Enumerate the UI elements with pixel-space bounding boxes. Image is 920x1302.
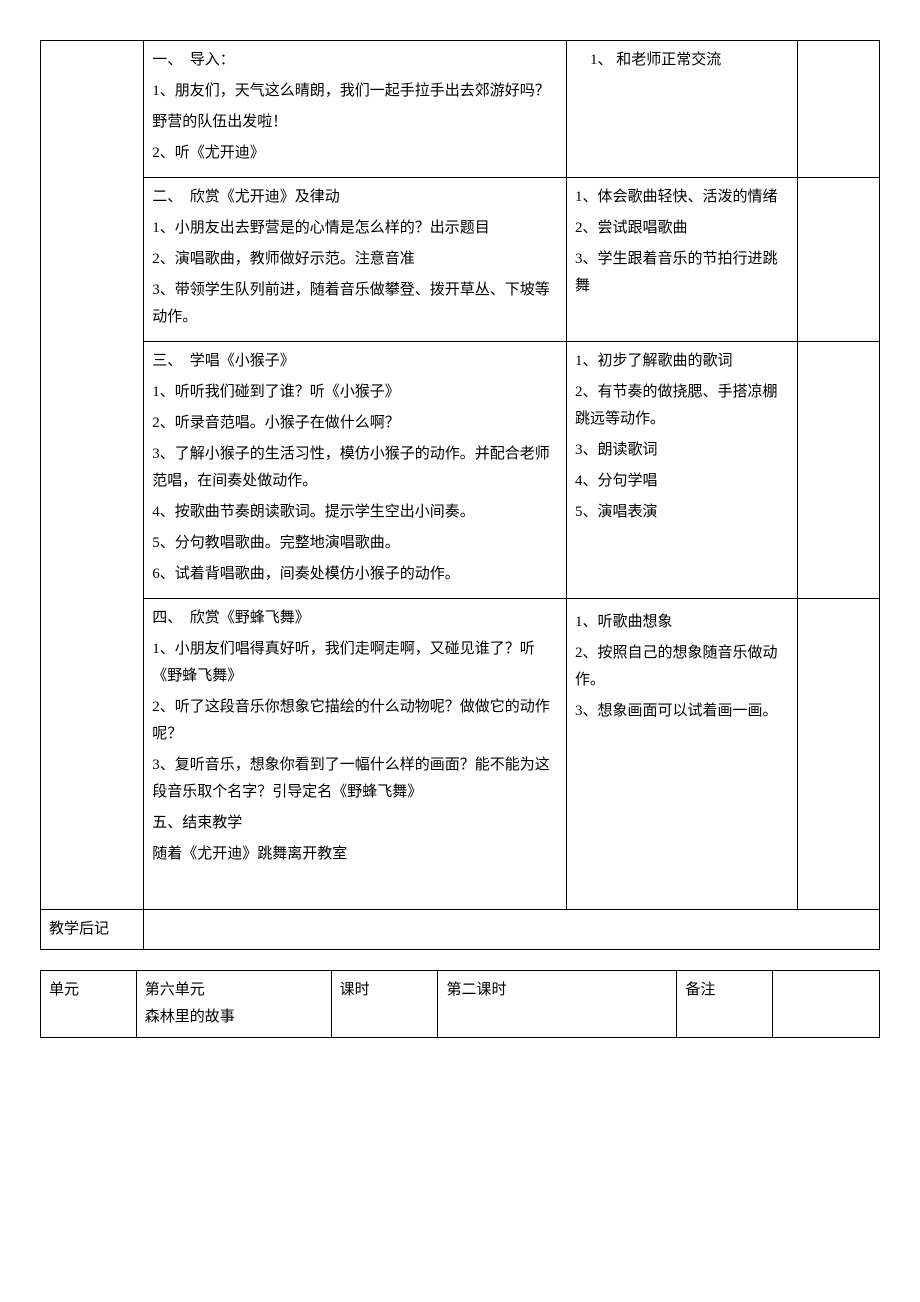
content-line: 1、听听我们碰到了谁？听《小猴子》	[152, 379, 558, 406]
content-line: 2、听了这段音乐你想象它描绘的什么动物呢？做做它的动作呢？	[152, 694, 558, 748]
response-cell: 1、初步了解歌曲的歌词 2、有节奏的做挠腮、手搭凉棚跳远等动作。 3、朗读歌词 …	[566, 342, 797, 599]
table-row: 一、 导入： 1、朋友们，天气这么晴朗，我们一起手拉手出去郊游好吗？ 野营的队伍…	[41, 41, 880, 178]
content-line: 四、 欣赏《野蜂飞舞》	[152, 605, 558, 632]
content-line: 5、分句教唱歌曲。完整地演唱歌曲。	[152, 530, 558, 557]
content-line: 1、体会歌曲轻快、活泼的情绪	[575, 184, 789, 211]
content-line: 6、试着背唱歌曲，间奏处模仿小猴子的动作。	[152, 561, 558, 588]
content-line: 2、演唱歌曲，教师做好示范。注意音准	[152, 246, 558, 273]
content-line: 第六单元	[145, 977, 323, 1004]
footer-row: 教学后记	[41, 910, 880, 950]
content-line: 3、带领学生队列前进，随着音乐做攀登、拨开草丛、下坡等动作。	[152, 277, 558, 331]
content-line: 1、朋友们，天气这么晴朗，我们一起手拉手出去郊游好吗？	[152, 78, 558, 105]
table-row: 单元 第六单元 森林里的故事 课时 第二课时 备注	[41, 971, 880, 1038]
content-line: 4、按歌曲节奏朗读歌词。提示学生空出小间奏。	[152, 499, 558, 526]
note-cell	[797, 41, 879, 178]
content-line: 森林里的故事	[145, 1004, 323, 1031]
main-content-cell: 三、 学唱《小猴子》 1、听听我们碰到了谁？听《小猴子》 2、听录音范唱。小猴子…	[144, 342, 567, 599]
content-line: 3、了解小猴子的生活习性，模仿小猴子的动作。并配合老师范唱，在间奏处做动作。	[152, 441, 558, 495]
content-line: 1、初步了解歌曲的歌词	[575, 348, 789, 375]
lesson-meta-table: 单元 第六单元 森林里的故事 课时 第二课时 备注	[40, 970, 880, 1038]
response-cell: 1、听歌曲想象 2、按照自己的想象随音乐做动作。 3、想象画面可以试着画一画。	[566, 599, 797, 910]
unit-label-cell: 单元	[41, 971, 137, 1038]
content-line: 2、有节奏的做挠腮、手搭凉棚跳远等动作。	[575, 379, 789, 433]
note-cell	[797, 178, 879, 342]
content-line: 3、复听音乐，想象你看到了一幅什么样的画面？能不能为这段音乐取个名字？引导定名《…	[152, 752, 558, 806]
content-line: 4、分句学唱	[575, 468, 789, 495]
table-row: 四、 欣赏《野蜂飞舞》 1、小朋友们唱得真好听，我们走啊走啊，又碰见谁了？听《野…	[41, 599, 880, 910]
content-line: 随着《尤开迪》跳舞离开教室	[152, 841, 558, 868]
content-line	[152, 872, 558, 899]
main-content-cell: 二、 欣赏《尤开迪》及律动 1、小朋友出去野营是的心情是怎么样的？出示题目 2、…	[144, 178, 567, 342]
period-value-cell: 第二课时	[438, 971, 677, 1038]
note-cell	[797, 599, 879, 910]
remark-label-cell: 备注	[677, 971, 773, 1038]
content-line: 1、 和老师正常交流	[575, 47, 789, 74]
period-label-cell: 课时	[331, 971, 438, 1038]
note-cell	[797, 342, 879, 599]
main-content-cell: 一、 导入： 1、朋友们，天气这么晴朗，我们一起手拉手出去郊游好吗？ 野营的队伍…	[144, 41, 567, 178]
content-line	[575, 304, 789, 331]
content-line: 三、 学唱《小猴子》	[152, 348, 558, 375]
footer-label-cell: 教学后记	[41, 910, 144, 950]
unit-value-cell: 第六单元 森林里的故事	[136, 971, 331, 1038]
response-cell: 1、体会歌曲轻快、活泼的情绪 2、尝试跟唱歌曲 3、学生跟着音乐的节拍行进跳舞	[566, 178, 797, 342]
row-label-cell	[41, 41, 144, 910]
content-line: 3、想象画面可以试着画一画。	[575, 698, 789, 725]
main-content-cell: 四、 欣赏《野蜂飞舞》 1、小朋友们唱得真好听，我们走啊走啊，又碰见谁了？听《野…	[144, 599, 567, 910]
content-line: 1、小朋友们唱得真好听，我们走啊走啊，又碰见谁了？听《野蜂飞舞》	[152, 636, 558, 690]
content-line: 五、结束教学	[152, 810, 558, 837]
content-line: 2、听《尤开迪》	[152, 140, 558, 167]
response-cell: 1、 和老师正常交流	[566, 41, 797, 178]
table-row: 二、 欣赏《尤开迪》及律动 1、小朋友出去野营是的心情是怎么样的？出示题目 2、…	[41, 178, 880, 342]
content-line: 3、学生跟着音乐的节拍行进跳舞	[575, 246, 789, 300]
content-line: 2、按照自己的想象随音乐做动作。	[575, 640, 789, 694]
table-row: 三、 学唱《小猴子》 1、听听我们碰到了谁？听《小猴子》 2、听录音范唱。小猴子…	[41, 342, 880, 599]
content-line: 野营的队伍出发啦！	[152, 109, 558, 136]
footer-content-cell	[144, 910, 880, 950]
content-line: 1、小朋友出去野营是的心情是怎么样的？出示题目	[152, 215, 558, 242]
lesson-plan-table: 一、 导入： 1、朋友们，天气这么晴朗，我们一起手拉手出去郊游好吗？ 野营的队伍…	[40, 40, 880, 950]
content-line: 一、 导入：	[152, 47, 558, 74]
content-line: 2、尝试跟唱歌曲	[575, 215, 789, 242]
remark-value-cell	[773, 971, 880, 1038]
content-line: 1、听歌曲想象	[575, 609, 789, 636]
content-line: 二、 欣赏《尤开迪》及律动	[152, 184, 558, 211]
content-line: 3、朗读歌词	[575, 437, 789, 464]
content-line: 5、演唱表演	[575, 499, 789, 526]
content-line: 2、听录音范唱。小猴子在做什么啊？	[152, 410, 558, 437]
content-line	[575, 530, 789, 557]
